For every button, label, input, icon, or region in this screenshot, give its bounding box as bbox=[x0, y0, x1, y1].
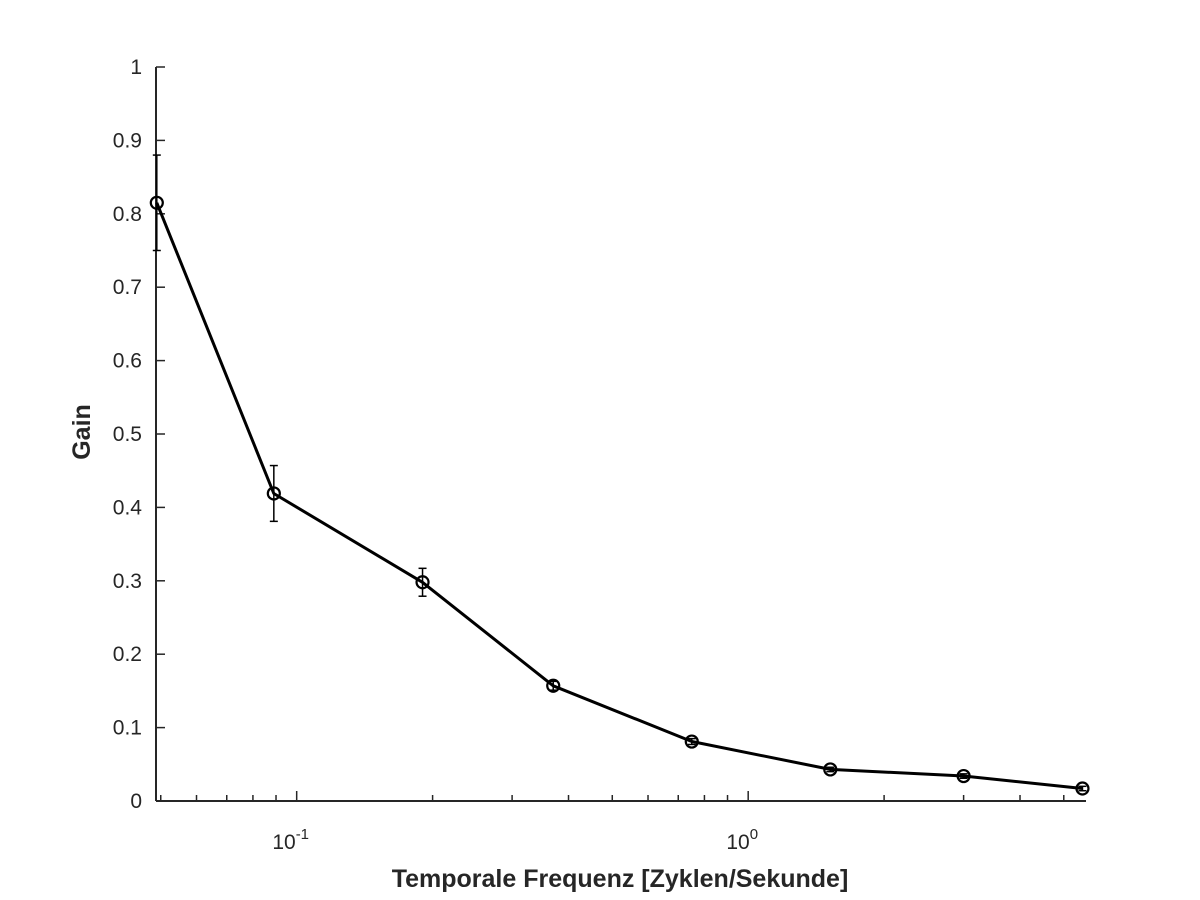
y-tick-label: 0.3 bbox=[113, 570, 142, 593]
y-tick-label: 0.7 bbox=[113, 276, 142, 299]
x-tick-label: 100 bbox=[726, 826, 758, 854]
data-point bbox=[415, 575, 430, 590]
error-bar bbox=[269, 464, 278, 523]
y-tick-label: 1 bbox=[130, 56, 142, 79]
y-tick-label: 0.2 bbox=[113, 643, 142, 666]
y-tick-label: 0.5 bbox=[113, 423, 142, 446]
y-tick-label: 0.9 bbox=[113, 129, 142, 152]
error-bar bbox=[687, 737, 696, 746]
axes: 0 0.1 0.2 0.3 0.4 0.5 0.6 0.7 0.8 0.9 1 10-1 100 bbox=[113, 56, 1086, 854]
error-bar bbox=[826, 766, 835, 773]
error-bar bbox=[152, 154, 161, 252]
data-point bbox=[684, 734, 699, 749]
y-axis-title: Gain bbox=[68, 404, 96, 460]
data-point bbox=[956, 768, 971, 784]
y-tick-label: 0 bbox=[130, 790, 142, 813]
data-series bbox=[149, 154, 1090, 796]
data-point bbox=[546, 678, 561, 693]
data-point bbox=[1075, 781, 1090, 796]
error-bar bbox=[959, 773, 968, 779]
y-tick-label: 0.1 bbox=[113, 717, 142, 740]
error-bar bbox=[1078, 785, 1087, 792]
data-point bbox=[823, 762, 838, 777]
data-point bbox=[149, 195, 164, 210]
error-bar bbox=[418, 567, 427, 597]
y-tick-label: 0.8 bbox=[113, 203, 142, 226]
x-tick-label: 10-1 bbox=[272, 826, 309, 854]
x-axis-title: Temporale Frequenz [Zyklen/Sekunde] bbox=[392, 865, 849, 893]
data-point bbox=[266, 486, 281, 501]
y-tick-label: 0.4 bbox=[113, 496, 143, 519]
series-line bbox=[155, 202, 1083, 790]
y-tick-label: 0.6 bbox=[113, 350, 142, 373]
